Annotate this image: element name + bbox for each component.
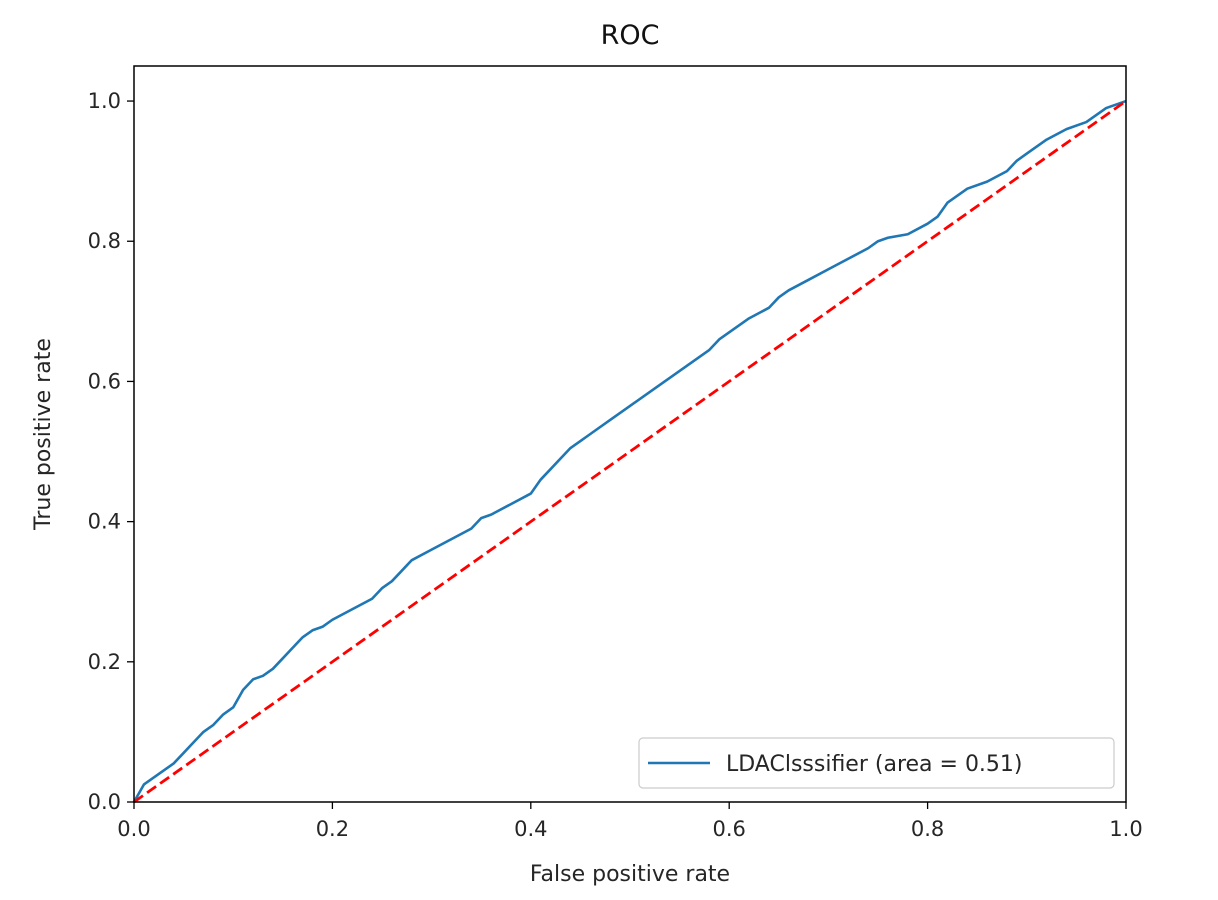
x-axis-label: False positive rate	[530, 862, 730, 887]
legend: LDAClsssifier (area = 0.51)	[638, 737, 1115, 789]
y-tick-label: 0.0	[88, 790, 121, 814]
x-tick-label: 0.4	[514, 817, 547, 841]
plot-area	[132, 99, 1127, 804]
x-tick-label: 0.8	[911, 817, 944, 841]
chance-diagonal-line	[133, 99, 1127, 804]
y-tick-label: 0.8	[88, 229, 121, 253]
y-tick-label: 0.6	[88, 369, 121, 393]
chart-title: ROC	[601, 20, 660, 51]
roc-curve-line	[132, 99, 1127, 803]
x-tick-label: 0.6	[712, 817, 745, 841]
y-tick-label: 0.2	[88, 650, 121, 674]
x-tick-label: 0.0	[117, 817, 150, 841]
legend-label: LDAClsssifier (area = 0.51)	[726, 752, 1023, 777]
x-tick-label: 0.2	[316, 817, 349, 841]
x-tick-label: 1.0	[1109, 817, 1142, 841]
legend-box	[638, 737, 1115, 789]
x-axis: 0.0 0.2 0.4 0.6 0.8 1.0	[117, 802, 1143, 841]
y-axis-label: True positive rate	[31, 338, 56, 531]
y-tick-label: 0.4	[88, 510, 121, 534]
y-tick-label: 1.0	[88, 89, 121, 113]
axes-frame	[133, 65, 1127, 803]
y-axis: 0.0 0.2 0.4 0.6 0.8 1.0	[88, 89, 134, 814]
